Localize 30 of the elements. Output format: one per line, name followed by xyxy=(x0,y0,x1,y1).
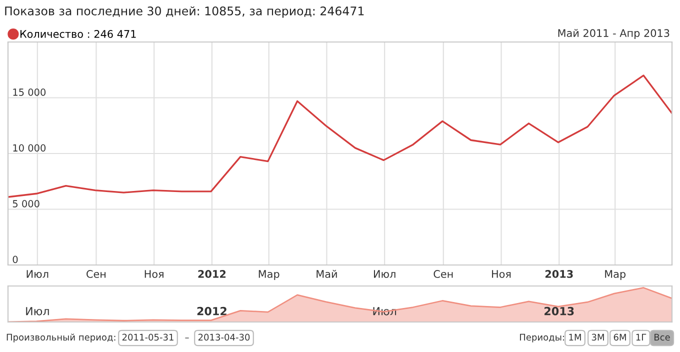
chart-title: Показов за последние 30 дней: 10855, за период: 246471 xyxy=(5,6,364,18)
chart-subtitle: Май 2011 - Апр 2013 xyxy=(558,29,670,40)
text: 2013-04-30 xyxy=(198,334,250,341)
x-tick-label: 2013 xyxy=(545,270,573,278)
y-tick-label: 5 000 xyxy=(12,200,40,208)
y-tick-label: 10 000 xyxy=(13,144,46,152)
x-tick-label: Май xyxy=(316,270,337,278)
y-tick-label: 0 xyxy=(12,256,18,264)
x-tick-label: Сен xyxy=(86,270,106,278)
text: 1Г xyxy=(636,334,646,340)
text: Все xyxy=(654,334,670,341)
text: 6М xyxy=(614,334,626,341)
x-tick-label: Июл xyxy=(26,307,49,316)
x-tick-label: 2013 xyxy=(544,306,574,316)
text: Произвольный период: xyxy=(6,334,116,342)
x-tick-label: 2012 xyxy=(197,306,226,316)
x-tick-label: Ноя xyxy=(492,270,511,278)
x-tick-label: Июл xyxy=(26,270,48,278)
legend-label: Количество : 246 471 xyxy=(20,30,136,38)
x-tick-label: Мар xyxy=(258,270,280,280)
text: Периоды: xyxy=(520,334,564,342)
text: 2011-05-31 xyxy=(122,334,174,341)
x-tick-label: Сен xyxy=(434,270,453,278)
x-tick-label: Ноя xyxy=(144,270,164,278)
x-tick-label: Июл xyxy=(374,270,396,278)
x-tick-label: 2012 xyxy=(198,270,226,278)
text: 3М xyxy=(592,334,604,341)
y-tick-label: 15 000 xyxy=(13,88,46,96)
x-tick-label: Мар xyxy=(605,270,626,280)
text: 1М xyxy=(569,334,581,340)
